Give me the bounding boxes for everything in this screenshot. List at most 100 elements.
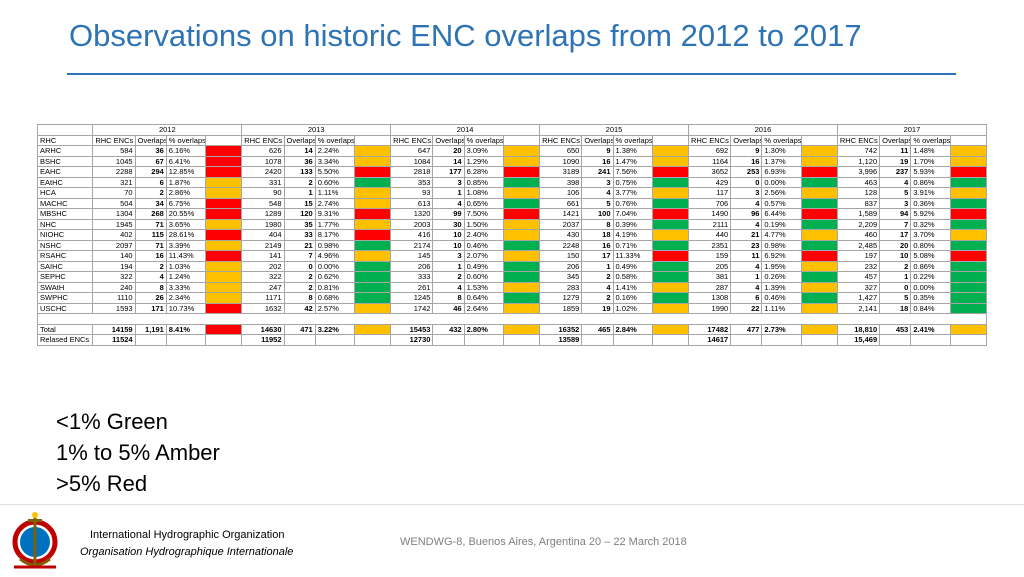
overlaps-cell-2014: 30 <box>432 218 465 230</box>
encs-cell-2014: 206 <box>390 260 434 272</box>
overlaps-cell-2013: 1 <box>283 187 316 199</box>
overlaps-cell-2016: 16 <box>730 155 763 167</box>
encs-cell-2013: 626 <box>241 145 285 157</box>
pct-cell-2015: 0.16% <box>612 292 653 304</box>
total-label-cell: Total <box>36 323 94 335</box>
overlaps-cell-2014: 177 <box>432 166 465 178</box>
encs-cell-2014: 145 <box>390 250 434 262</box>
released-row: Relased ENCs 11524 11952 12730 13589 14617 15,… <box>36 334 988 346</box>
overlaps-cell-2013: 7 <box>283 250 316 262</box>
pct-cell-2014: 1.50% <box>463 218 504 230</box>
pct-cell-2012: 12.85% <box>165 166 207 178</box>
status-cell-2012 <box>205 292 243 304</box>
table-row: SWAtH 240 8 3.33% 247 2 0.81% 261 4 1.53% 283 4 1.41… <box>36 281 988 293</box>
overlaps-cell-2016: 253 <box>730 166 763 178</box>
overlaps-cell-2013: 42 <box>283 302 316 314</box>
encs-cell-2014: 1084 <box>390 155 434 167</box>
status-cell-2015 <box>651 176 689 188</box>
encs-cell-2012: 322 <box>92 271 136 283</box>
status-cell-2013 <box>353 292 392 304</box>
pct-cell-2017: 0.00% <box>910 281 951 293</box>
table-row: ARHC 584 36 6.16% 626 14 2.24% 647 20 3.09% 650 9 1.… <box>36 145 988 157</box>
rhc-name-cell: EAHC <box>36 166 94 178</box>
total-encs-2014: 15453 <box>390 323 434 335</box>
status-cell-2013 <box>353 218 392 230</box>
status-cell-2012 <box>205 218 243 230</box>
status-cell-2013 <box>353 271 392 283</box>
table-row: SEPHC 322 4 1.24% 322 2 0.62% 333 2 0.60% 345 2 0.58… <box>36 271 988 283</box>
encs-cell-2015: 1090 <box>539 155 583 167</box>
total-overlaps-2017: 453 <box>879 323 912 335</box>
encs-cell-2017: 1,120 <box>836 155 881 167</box>
pct-cell-2016: 6.93% <box>761 166 802 178</box>
overlaps-cell-2015: 16 <box>581 239 614 251</box>
overlaps-cell-2016: 22 <box>730 302 763 314</box>
released-blank-a-2013 <box>283 334 316 346</box>
col-header-status-2013 <box>353 134 392 146</box>
total-overlaps-2013: 471 <box>283 323 316 335</box>
total-status-2016 <box>800 323 838 335</box>
table-row: NSHC 2097 71 3.39% 2149 21 0.98% 2174 10 0.46% 224… <box>36 239 988 251</box>
overlaps-cell-2016: 9 <box>730 145 763 157</box>
released-blank-b-2017 <box>910 334 951 346</box>
table-row: RSAHC 140 16 11.43% 141 7 4.96% 145 3 2.07% 150 17 1… <box>36 250 988 262</box>
status-cell-2014 <box>502 281 541 293</box>
pct-cell-2012: 1.24% <box>165 271 207 283</box>
overlaps-cell-2015: 19 <box>581 302 614 314</box>
encs-cell-2013: 331 <box>241 176 285 188</box>
pct-cell-2013: 0.81% <box>314 281 355 293</box>
encs-cell-2012: 402 <box>92 229 136 241</box>
overlaps-cell-2016: 1 <box>730 271 763 283</box>
pct-cell-2016: 4.77% <box>761 229 802 241</box>
overlaps-cell-2012: 2 <box>134 187 167 199</box>
status-cell-2014 <box>502 271 541 283</box>
rhc-name-cell: MACHC <box>36 197 94 209</box>
pct-cell-2012: 1.87% <box>165 176 207 188</box>
status-cell-2016 <box>800 197 838 209</box>
status-cell-2012 <box>205 229 243 241</box>
status-cell-2016 <box>800 187 838 199</box>
status-cell-2012 <box>205 145 243 157</box>
encs-cell-2014: 2818 <box>390 166 434 178</box>
total-row: Total 14159 1,191 8.41% 14630 471 3.22% 15453 43… <box>36 323 988 335</box>
encs-cell-2013: 202 <box>241 260 285 272</box>
pct-cell-2017: 5.92% <box>910 208 951 220</box>
col-header-pct-2016: % overlaps by Vol <box>761 134 802 146</box>
status-cell-2012 <box>205 260 243 272</box>
col-header-encs-2015: RHC ENCs <box>539 134 583 146</box>
pct-cell-2017: 0.35% <box>910 292 951 304</box>
encs-cell-2016: 1990 <box>687 302 732 314</box>
pct-cell-2015: 1.41% <box>612 281 653 293</box>
pct-cell-2017: 5.08% <box>910 250 951 262</box>
pct-cell-2016: 6.44% <box>761 208 802 220</box>
table-row: NIOHC 402 115 28.61% 404 33 8.17% 416 10 2.40% 430… <box>36 229 988 241</box>
overlaps-cell-2017: 1 <box>879 271 912 283</box>
encs-cell-2016: 429 <box>687 176 732 188</box>
rhc-name-cell: MBSHC <box>36 208 94 220</box>
overlaps-cell-2014: 1 <box>432 260 465 272</box>
encs-cell-2013: 247 <box>241 281 285 293</box>
released-blank-c-2014 <box>502 334 541 346</box>
overlaps-cell-2016: 6 <box>730 292 763 304</box>
pct-cell-2012: 28.61% <box>165 229 207 241</box>
pct-cell-2012: 3.33% <box>165 281 207 293</box>
status-cell-2012 <box>205 250 243 262</box>
overlaps-cell-2012: 16 <box>134 250 167 262</box>
overlaps-cell-2013: 2 <box>283 176 316 188</box>
col-header-status-2015 <box>651 134 689 146</box>
released-blank-b-2013 <box>314 334 355 346</box>
encs-cell-2013: 1632 <box>241 302 285 314</box>
status-cell-2015 <box>651 292 689 304</box>
pct-cell-2017: 0.84% <box>910 302 951 314</box>
status-cell-2013 <box>353 197 392 209</box>
status-cell-2016 <box>800 250 838 262</box>
overlaps-cell-2017: 0 <box>879 281 912 293</box>
encs-cell-2014: 647 <box>390 145 434 157</box>
pct-cell-2017: 3.91% <box>910 187 951 199</box>
rhc-name-cell: HCA <box>36 187 94 199</box>
overlaps-cell-2012: 115 <box>134 229 167 241</box>
total-pct-2015: 2.84% <box>612 323 653 335</box>
overlaps-cell-2015: 2 <box>581 271 614 283</box>
encs-cell-2013: 1980 <box>241 218 285 230</box>
year-header-2016: 2016 <box>687 124 838 136</box>
